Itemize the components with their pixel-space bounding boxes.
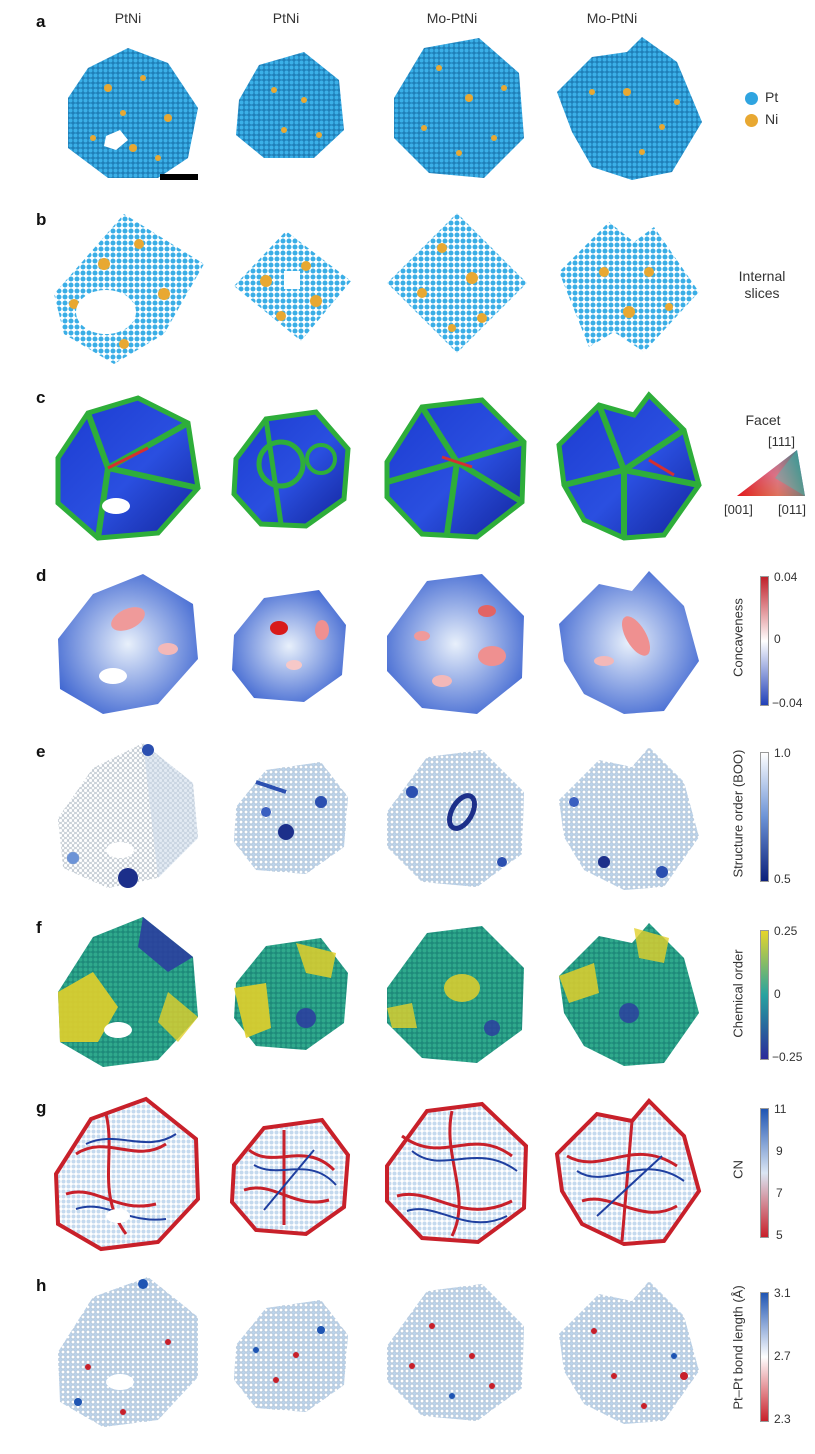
- row-d-concave-2: [232, 590, 346, 702]
- row-d-concave-4: [559, 571, 699, 714]
- row-h-bond-1: [58, 1277, 198, 1427]
- facet-legend-title: Facet: [745, 412, 781, 428]
- row-d-concave-3: [387, 574, 524, 714]
- pt-dot-icon: [745, 91, 758, 105]
- row-letter-g: g: [36, 1098, 47, 1117]
- row-b-slice-3: [387, 213, 527, 353]
- row-c-facet-3: [384, 397, 527, 540]
- row-h-bond-4: [559, 1281, 699, 1424]
- row-g-cn-2: [229, 1117, 351, 1237]
- structure-order-tick-bottom: 0.5: [774, 872, 791, 886]
- concaveness-tick-top: 0.04: [774, 570, 798, 584]
- row-f-chem-2: [234, 938, 348, 1050]
- cn-tick-9: 9: [776, 1144, 783, 1158]
- row-letter-f: f: [36, 918, 42, 937]
- row-a-particle-1: [68, 48, 198, 178]
- row-b-slice-1: [54, 214, 204, 364]
- row-letter-d: d: [36, 566, 47, 585]
- row-d-concave-1: [58, 574, 198, 714]
- internal-slices-label: Internal slices: [722, 268, 802, 302]
- chemical-order-tick-bottom: −0.25: [772, 1050, 803, 1064]
- cn-colorbar: [760, 1108, 769, 1238]
- row-c-facet-4: [556, 391, 702, 541]
- scale-bar: [160, 174, 198, 180]
- structure-order-tick-top: 1.0: [774, 746, 791, 760]
- column-title-4: Mo-PtNi: [586, 10, 638, 26]
- chemical-order-colorbar: [760, 930, 769, 1060]
- bond-length-colorbar: [760, 1292, 769, 1422]
- cn-label: CN: [730, 1160, 746, 1179]
- row-h-bond-2: [234, 1300, 348, 1412]
- internal-slices-line-1: Internal: [738, 268, 786, 284]
- structure-order-label: Structure order (BOO): [730, 749, 746, 878]
- concaveness-colorbar: [760, 576, 769, 706]
- ni-dot-icon: [745, 113, 758, 127]
- row-b-slice-2: [234, 231, 351, 341]
- row-a-particle-2: [236, 52, 344, 158]
- internal-slices-line-2: slices: [744, 285, 780, 301]
- row-e-boo-4: [559, 747, 699, 890]
- legend-item-pt: Pt: [745, 86, 778, 108]
- facet-legend-111: [111]: [768, 434, 795, 449]
- row-a-particle-3: [394, 38, 524, 178]
- row-letter-b: b: [36, 210, 47, 229]
- cn-tick-5: 5: [776, 1228, 783, 1242]
- row-e-boo-1: [58, 743, 198, 888]
- row-letter-c: c: [36, 388, 46, 407]
- row-h-bond-3: [387, 1284, 524, 1421]
- row-f-chem-1: [58, 917, 198, 1067]
- concaveness-label: Concaveness: [730, 598, 746, 677]
- concaveness-tick-bottom: −0.04: [772, 696, 803, 710]
- row-letter-h: h: [36, 1276, 47, 1295]
- row-letter-e: e: [36, 742, 46, 761]
- concaveness-tick-mid: 0: [774, 632, 781, 646]
- row-g-cn-4: [554, 1098, 702, 1246]
- row-c-facet-1: [55, 395, 201, 541]
- facet-triangle-legend: [737, 450, 805, 496]
- legend-item-ni: Ni: [745, 108, 778, 130]
- row-letter-a: a: [36, 12, 46, 31]
- row-f-chem-3: [387, 926, 524, 1063]
- row-e-boo-3: [387, 750, 524, 887]
- bond-length-tick-bottom: 2.3: [774, 1412, 791, 1426]
- chemical-order-tick-top: 0.25: [774, 924, 798, 938]
- bond-length-tick-mid: 2.7: [774, 1349, 791, 1363]
- cn-tick-7: 7: [776, 1186, 783, 1200]
- row-b-slice-4: [559, 222, 699, 352]
- bond-length-label: Pt–Pt bond length (Å): [730, 1285, 746, 1410]
- chemical-order-label: Chemical order: [730, 949, 746, 1038]
- facet-legend-011: [011]: [778, 502, 806, 517]
- column-title-2: PtNi: [272, 10, 300, 26]
- column-title-1: PtNi: [114, 10, 142, 26]
- cn-tick-11: 11: [774, 1102, 787, 1116]
- row-f-chem-4: [559, 923, 699, 1066]
- column-title-3: Mo-PtNi: [426, 10, 478, 26]
- element-legend: Pt Ni: [745, 86, 778, 130]
- structure-order-colorbar: [760, 752, 769, 882]
- chemical-order-tick-mid: 0: [774, 987, 781, 1001]
- row-g-cn-3: [385, 1101, 529, 1245]
- legend-label-ni: Ni: [765, 111, 779, 127]
- bond-length-tick-top: 3.1: [774, 1286, 791, 1300]
- row-e-boo-2: [234, 762, 348, 874]
- facet-legend-001: [001]: [724, 502, 753, 517]
- row-g-cn-1: [53, 1096, 201, 1252]
- row-c-facet-2: [231, 409, 351, 529]
- row-a-particle-4: [557, 37, 702, 180]
- legend-label-pt: Pt: [765, 89, 779, 105]
